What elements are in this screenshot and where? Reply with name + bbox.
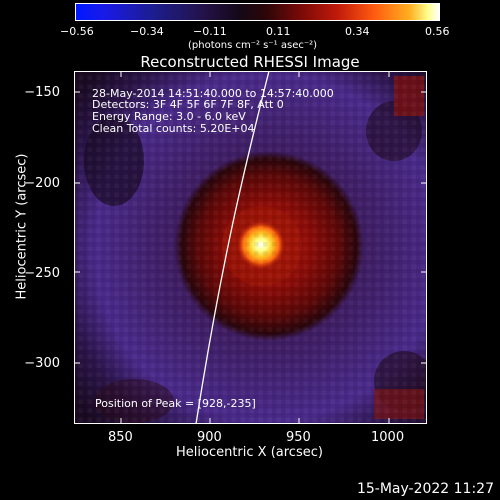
colorbar-tick: −0.11	[193, 25, 227, 38]
image-title: Reconstructed RHESSI Image	[140, 53, 360, 71]
colorbar-tick: 0.56	[425, 25, 450, 38]
colorbar-tick: 0.34	[345, 25, 370, 38]
colorbar-tick: 0.11	[266, 25, 291, 38]
peak-position: Position of Peak = [928,-235]	[95, 397, 256, 410]
clean-counts: Clean Total counts: 5.20E+04	[92, 122, 255, 135]
energy-range: Energy Range: 3.0 - 6.0 keV	[92, 110, 246, 123]
y-tick-label: −200	[24, 176, 60, 191]
colorbar-tick: −0.56	[60, 25, 94, 38]
rhessi-image	[74, 71, 427, 424]
y-tick-label: −250	[24, 266, 60, 281]
colorbar	[75, 3, 440, 21]
x-tick-label: 950	[286, 430, 311, 445]
time-range: 28-May-2014 14:51:40.000 to 14:57:40.000	[92, 87, 334, 100]
x-tick-label: 850	[108, 430, 133, 445]
y-tick-label: −150	[24, 85, 60, 100]
y-axis-label: Heliocentric Y (arcsec)	[14, 153, 30, 300]
timestamp: 15-May-2022 11:27	[356, 481, 494, 497]
colorbar-tick: −0.34	[130, 25, 164, 38]
detectors: Detectors: 3F 4F 5F 6F 7F 8F, Att 0	[92, 98, 284, 111]
x-tick-label: 900	[197, 430, 222, 445]
y-tick-label: −300	[24, 356, 60, 371]
x-tick-label: 1000	[371, 430, 405, 445]
x-axis-label: Heliocentric X (arcsec)	[176, 445, 323, 460]
colorbar-unit: (photons cm⁻² s⁻¹ asec⁻²)	[188, 40, 318, 51]
